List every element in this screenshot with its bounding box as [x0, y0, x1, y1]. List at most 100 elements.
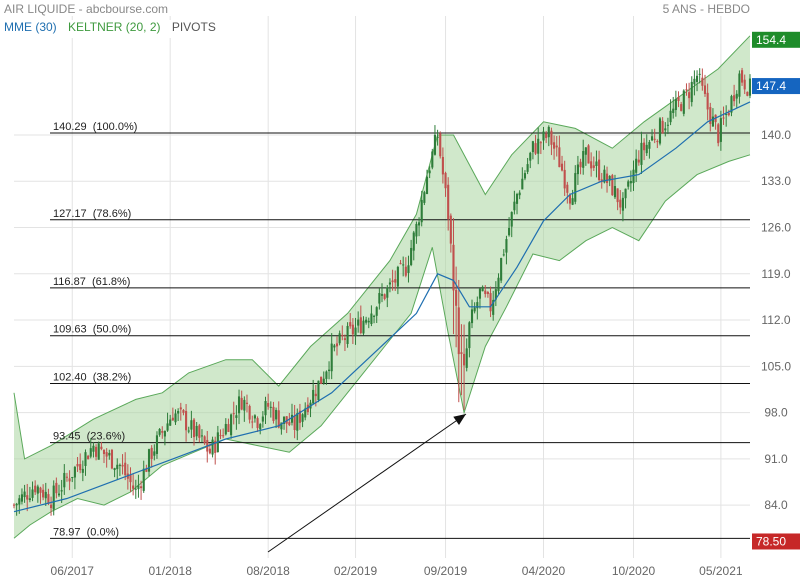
chart-period-label: 5 ANS - HEBDO [662, 2, 750, 16]
candle-body [222, 435, 225, 437]
fibonacci-label: 102.40 (38.2%) [53, 372, 131, 384]
candle-body [579, 161, 582, 168]
candle-body [666, 124, 669, 126]
candle-body [404, 266, 407, 276]
candle-body [28, 498, 31, 501]
candle-body [259, 424, 262, 430]
candle-body [55, 482, 58, 494]
legend-keltner[interactable]: KELTNER (20, 2) [68, 20, 161, 34]
candle-body [362, 320, 365, 334]
candle-body [558, 147, 561, 168]
candle-body [124, 462, 127, 476]
candle-body [463, 353, 466, 366]
candle-body [672, 108, 675, 113]
y-tick-label: 133.0 [761, 174, 791, 188]
candle-body [132, 485, 135, 489]
candle-body [335, 343, 339, 347]
candle-body [566, 184, 569, 193]
candle-body [203, 436, 206, 444]
candle-body [110, 449, 114, 469]
candle-body [518, 192, 521, 196]
candle-body [669, 110, 672, 123]
candle-body [402, 264, 405, 266]
fibonacci-label: 109.63 (50.0%) [53, 324, 131, 336]
candle-body [476, 302, 479, 309]
candle-body [441, 156, 444, 175]
candle-body [418, 222, 421, 226]
candle-body [733, 95, 736, 102]
candle-body [44, 491, 47, 499]
candle-body [272, 406, 275, 421]
candle-body [185, 411, 188, 431]
candle-body [116, 464, 119, 470]
candle-body [576, 164, 579, 175]
candle-body [423, 192, 426, 203]
candle-body [674, 99, 677, 111]
candle-body [118, 464, 121, 466]
candle-body [436, 136, 439, 138]
candle-body [664, 128, 667, 131]
candle-body [42, 489, 45, 498]
candle-body [26, 495, 29, 500]
candle-body [746, 91, 749, 96]
candle-body [682, 90, 685, 114]
candle-body [412, 232, 415, 251]
candle-body [76, 464, 79, 467]
candle-body [68, 478, 71, 482]
candle-body [145, 468, 148, 472]
candle-body [680, 104, 683, 111]
indicator-legend: MME (30) KELTNER (20, 2) PIVOTS [4, 20, 264, 38]
candle-body [693, 78, 696, 85]
candle-body [722, 117, 725, 119]
legend-pivots[interactable]: PIVOTS [171, 20, 216, 34]
candle-body [158, 429, 161, 435]
candle-body [375, 307, 378, 316]
candle-body [730, 96, 733, 113]
candle-body [277, 410, 280, 428]
candle-body [640, 142, 643, 165]
candle-body [738, 73, 741, 97]
x-tick-label: 10/2020 [612, 564, 656, 578]
candle-body [354, 327, 357, 336]
candle-body [71, 477, 74, 479]
fibonacci-label: 116.87 (61.8%) [53, 276, 130, 288]
candle-body [545, 133, 548, 139]
candle-body [280, 422, 283, 430]
candle-body [73, 466, 76, 478]
candle-body [484, 290, 487, 295]
candle-body [439, 133, 442, 157]
candle-body [52, 485, 55, 510]
candle-body [251, 421, 254, 423]
x-tick-label: 04/2020 [522, 564, 566, 578]
candle-body [656, 141, 659, 143]
candle-body [282, 416, 286, 424]
candle-body [219, 435, 222, 437]
candle-body [444, 172, 447, 189]
keltner-upper-line [13, 35, 751, 460]
candle-body [529, 152, 532, 161]
keltner-lower-line [13, 154, 751, 539]
candle-body [550, 130, 553, 145]
candle-body [433, 134, 437, 155]
candle-body [60, 490, 63, 492]
candle-body [370, 313, 373, 325]
candle-body [709, 107, 712, 124]
candle-body [526, 164, 529, 172]
legend-ema[interactable]: MME (30) [4, 20, 57, 34]
candle-body [431, 151, 434, 168]
candle-body [508, 227, 511, 236]
candle-body [425, 176, 429, 195]
max-marker-bg [752, 31, 800, 48]
candle-body [147, 449, 151, 472]
candle-body [380, 294, 384, 296]
candle-body [320, 376, 323, 384]
candle-body [743, 79, 746, 90]
candle-body [150, 447, 153, 459]
trend-arrow-shaft [267, 413, 467, 553]
trend-arrow-head [453, 414, 466, 425]
candle-body [322, 378, 325, 384]
candle-body [304, 408, 307, 418]
candle-body [100, 446, 103, 449]
